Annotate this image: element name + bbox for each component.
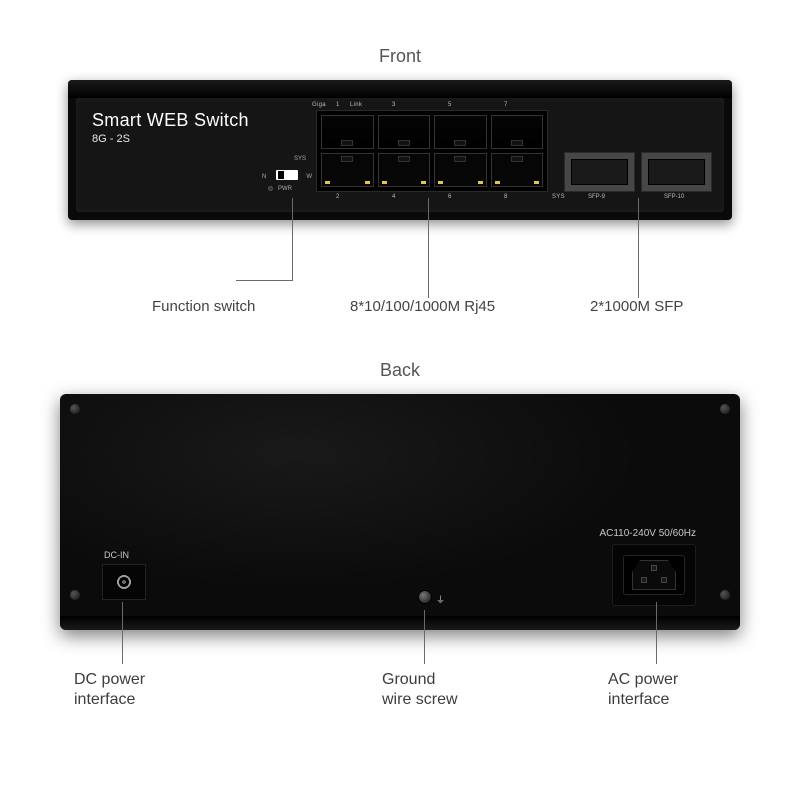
chassis-screw — [720, 404, 730, 414]
callout-ac-power: AC powerinterface — [608, 670, 678, 710]
ac-inlet-inner — [623, 555, 685, 595]
nw-labels: N W — [262, 174, 312, 180]
chassis-screw — [70, 590, 80, 600]
callout-line — [424, 610, 425, 664]
callout-line — [428, 198, 429, 298]
sfp-port-9 — [564, 152, 635, 192]
w-label: W — [306, 174, 312, 180]
rj45-port-3 — [378, 115, 431, 149]
rj45-port-7 — [491, 115, 544, 149]
pwr-led — [268, 186, 273, 191]
brand-line1: Smart WEB Switch — [92, 110, 249, 131]
brand-block: Smart WEB Switch 8G - 2S — [92, 110, 249, 145]
back-device-wrap: DC-IN ⏚ AC110-240V 50/60Hz DC powerinter… — [60, 394, 740, 630]
callout-line — [638, 198, 639, 298]
port-num-8: 8 — [504, 194, 508, 200]
chassis-screw — [720, 590, 730, 600]
sys-label-top: SYS — [294, 156, 306, 162]
rj45-port-2 — [321, 153, 374, 187]
rj45-port-1 — [321, 115, 374, 149]
port-num-1: 1 — [336, 102, 340, 108]
iec-shape — [632, 560, 676, 590]
port-num-2: 2 — [336, 194, 340, 200]
dcin-label: DC-IN — [104, 550, 129, 560]
front-title: Front — [0, 46, 800, 67]
device-back: DC-IN ⏚ AC110-240V 50/60Hz — [60, 394, 740, 630]
sfp-port-10 — [641, 152, 712, 192]
back-title: Back — [0, 360, 800, 381]
callout-line — [656, 602, 657, 664]
callout-line — [122, 602, 123, 664]
sys-label-bottom: SYS — [552, 194, 565, 200]
rj45-port-5 — [434, 115, 487, 149]
callout-sfp: 2*1000M SFP — [590, 298, 683, 315]
port-num-7: 7 — [504, 102, 508, 108]
link-label: Link — [350, 102, 362, 108]
ground-symbol: ⏚ — [436, 593, 445, 606]
brand-line2: 8G - 2S — [92, 133, 249, 145]
rj45-port-6 — [434, 153, 487, 187]
rj45-port-4 — [378, 153, 431, 187]
sfp-block — [564, 152, 712, 192]
rj45-block — [316, 110, 548, 192]
callout-function-switch: Function switch — [152, 298, 255, 315]
ac-inlet — [612, 544, 696, 606]
n-label: N — [262, 174, 266, 180]
front-top-lip — [68, 80, 732, 98]
front-device-wrap: Smart WEB Switch 8G - 2S SYS N W PWR Gig… — [68, 80, 732, 220]
ground-screw — [418, 590, 432, 604]
iec-pin — [661, 577, 667, 583]
chassis-screw — [70, 404, 80, 414]
sfp10-label: SFP-10 — [664, 194, 684, 200]
callout-ground: Groundwire screw — [382, 670, 458, 710]
pwr-label: PWR — [278, 186, 292, 192]
port-num-5: 5 — [448, 102, 452, 108]
dc-power-jack — [102, 564, 146, 600]
iec-pin — [641, 577, 647, 583]
callout-line — [292, 198, 293, 280]
sfp9-label: SFP-9 — [588, 194, 605, 200]
rj45-port-8 — [491, 153, 544, 187]
back-bottom-edge — [60, 616, 740, 630]
callout-dc-power: DC powerinterface — [74, 670, 145, 710]
iec-pin — [651, 565, 657, 571]
port-num-3: 3 — [392, 102, 396, 108]
port-num-4: 4 — [392, 194, 396, 200]
ac-rating-label: AC110-240V 50/60Hz — [599, 528, 696, 539]
giga-label: Giga — [312, 102, 326, 108]
device-front: Smart WEB Switch 8G - 2S SYS N W PWR Gig… — [68, 80, 732, 220]
callout-line — [236, 280, 293, 281]
callout-rj45: 8*10/100/1000M Rj45 — [350, 298, 495, 315]
port-num-6: 6 — [448, 194, 452, 200]
